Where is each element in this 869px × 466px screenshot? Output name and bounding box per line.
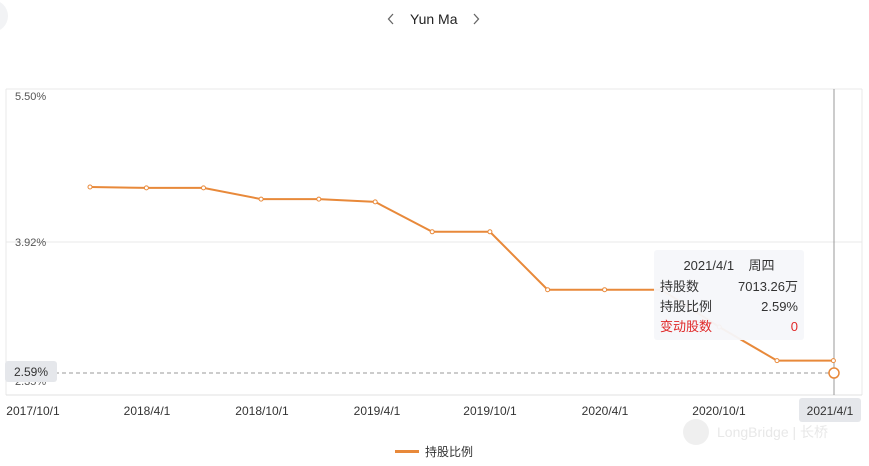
svg-text:2.59%: 2.59% — [14, 365, 48, 379]
data-point[interactable] — [201, 185, 206, 191]
svg-text:2021/4/1: 2021/4/1 — [807, 404, 854, 418]
x-tick-label: 2018/4/1 — [124, 404, 171, 418]
data-tooltip: 2021/4/1 周四 持股数 7013.26万 持股比例 2.59% 变动股数… — [654, 250, 804, 340]
tooltip-header: 2021/4/1 周四 — [660, 255, 798, 274]
tooltip-weekday: 周四 — [748, 258, 775, 273]
legend-swatch — [395, 450, 419, 453]
x-tick-label: 2017/10/1 — [6, 404, 60, 418]
data-point[interactable] — [774, 358, 780, 364]
data-point[interactable] — [545, 287, 551, 293]
legend-label: 持股比例 — [425, 445, 474, 459]
data-point[interactable] — [258, 196, 264, 202]
tooltip-row-ratio: 持股比例 2.59% — [660, 297, 798, 317]
data-point[interactable] — [429, 229, 435, 235]
x-tick-label: 2018/10/1 — [235, 404, 289, 418]
data-point[interactable] — [830, 358, 836, 364]
tooltip-date: 2021/4/1 — [683, 258, 735, 273]
tooltip-label-ratio: 持股比例 — [660, 299, 713, 314]
hover-x-label: 2021/4/1 — [799, 398, 861, 422]
data-point[interactable] — [372, 199, 378, 205]
tooltip-value-shares: 7013.26万 — [738, 279, 798, 294]
back-tab[interactable] — [0, 0, 8, 32]
y-tick-label: 3.92% — [15, 237, 46, 249]
data-point[interactable] — [316, 196, 322, 202]
holder-switcher: Yun Ma — [384, 9, 483, 29]
data-point[interactable] — [143, 185, 149, 191]
chevron-left-icon[interactable] — [384, 9, 398, 29]
chart-legend[interactable]: 持股比例 — [395, 443, 473, 460]
brand-logo-icon — [683, 419, 709, 445]
chevron-right-icon[interactable] — [469, 9, 483, 29]
x-tick-label: 2020/4/1 — [582, 404, 629, 418]
y-tick-label: 5.50% — [15, 91, 46, 103]
hover-y-label: 2.59% — [5, 361, 57, 382]
top-navigation-bar: Yun Ma — [0, 0, 869, 44]
data-point[interactable] — [87, 184, 93, 190]
tooltip-row-change: 变动股数 0 — [660, 317, 798, 337]
x-tick-label: 2019/4/1 — [354, 404, 401, 418]
data-point[interactable] — [602, 287, 608, 293]
hover-point-marker — [828, 367, 840, 379]
x-tick-label: 2020/10/1 — [692, 404, 746, 418]
holder-name: Yun Ma — [410, 11, 458, 27]
watermark-text: LongBridge | 长桥 — [717, 424, 829, 440]
brand-watermark: LongBridge | 长桥 — [683, 419, 828, 445]
x-tick-label: 2019/10/1 — [463, 404, 517, 418]
tooltip-row-shares: 持股数 7013.26万 — [660, 277, 798, 297]
tooltip-label-change: 变动股数 — [660, 319, 713, 334]
data-point[interactable] — [487, 229, 493, 235]
tooltip-value-ratio: 2.59% — [761, 299, 798, 314]
tooltip-value-change: 0 — [790, 319, 798, 334]
tooltip-label-shares: 持股数 — [660, 279, 700, 294]
